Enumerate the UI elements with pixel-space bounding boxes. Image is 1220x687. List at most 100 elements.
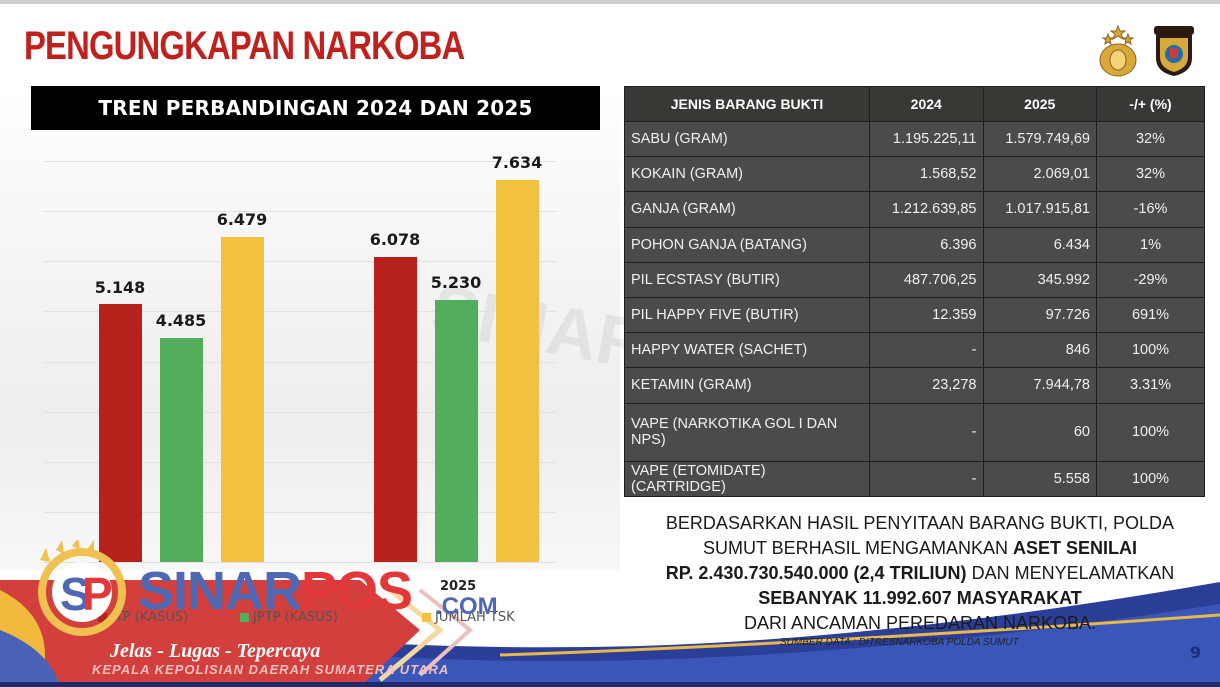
cell-2024: - [869, 460, 984, 497]
sinarpos-logo-icon: S P [38, 540, 126, 636]
bar-label-jtp-2025: 6.078 [369, 230, 421, 249]
legend-item-tsk: JUMLAH TSK [422, 610, 515, 625]
cell-change: 691% [1096, 296, 1205, 334]
cell-2025: 345.992 [982, 261, 1097, 298]
gridline [44, 161, 556, 162]
legend-swatch-red [98, 613, 107, 622]
cell-name: GANJA (GRAM) [624, 191, 870, 228]
cell-change: -16% [1096, 191, 1205, 228]
bar-jptp-2024 [160, 338, 203, 562]
cell-2024: - [869, 402, 984, 462]
table-row: KETAMIN (GRAM) 23,278 7.944,78 3.31% [624, 367, 1205, 404]
cell-2024: - [869, 332, 984, 369]
legend-label: JPTP (KASUS) [253, 610, 338, 625]
summary-line: BERDASARKAN HASIL PENYITAAN BARANG BUKTI… [665, 513, 1175, 533]
summary-text: BERDASARKAN HASIL PENYITAAN BARANG BUKTI… [620, 511, 1220, 636]
gridline [44, 261, 556, 262]
cell-change: 100% [1096, 460, 1205, 497]
gridline [44, 211, 556, 212]
cell-2025: 5.558 [982, 460, 1097, 497]
legend-label: JUMLAH TSK [435, 610, 515, 625]
legend-item-jtp: JTP (KASUS) [98, 610, 188, 625]
cell-2024: 23,278 [869, 367, 984, 404]
table-row: POHON GANJA (BATANG) 6.396 6.434 1% [624, 226, 1205, 263]
polda-sumut-shield-icon [1154, 26, 1194, 76]
data-source: SUMBER DATA : DITRESNARKOBA POLDA SUMUT [780, 637, 1019, 648]
cell-2024: 1.568,52 [869, 156, 984, 193]
bar-label-tsk-2024: 6.479 [216, 210, 268, 229]
column-header-2024: 2024 [869, 86, 984, 122]
summary-line: RP. 2.430.730.540.000 (2,4 TRILIUN) DAN … [665, 563, 1175, 583]
svg-text:S: S [60, 568, 91, 620]
cell-name: PIL HAPPY FIVE (BUTIR) [624, 296, 870, 334]
cell-2025: 7.944,78 [982, 367, 1097, 404]
cell-2025: 846 [982, 332, 1097, 369]
bar-chart: 5.148 4.485 6.479 6.078 5.230 7.634 [44, 150, 604, 570]
cell-2024: 12.359 [869, 296, 984, 334]
watermark-tagline: Jelas - Lugas - Tepercaya [110, 640, 321, 662]
legend-swatch-yellow [422, 613, 431, 622]
bar-label-jptp-2024: 4.485 [155, 311, 207, 330]
gridline [44, 362, 556, 363]
chart-title: TREN PERBANDINGAN 2024 DAN 2025 [31, 86, 600, 130]
bar-jptp-2025 [435, 300, 478, 562]
bar-label-jptp-2025: 5.230 [430, 273, 482, 292]
table-header-row: JENIS BARANG BUKTI 2024 2025 -/+ (%) [624, 86, 1205, 122]
legend-swatch-green [240, 613, 249, 622]
top-border [0, 0, 1220, 4]
cell-name: POHON GANJA (BATANG) [624, 226, 870, 263]
legend-label: JTP (KASUS) [111, 610, 189, 625]
bar-tsk-2025 [496, 180, 539, 562]
cell-name: KETAMIN (GRAM) [624, 367, 870, 404]
summary-line: DARI ANCAMAN PEREDARAN NARKOBA. [743, 613, 1097, 633]
bar-label-tsk-2025: 7.634 [491, 153, 543, 172]
polri-emblem-icon [1099, 24, 1194, 77]
cell-change: 32% [1096, 120, 1205, 158]
column-header-2025: 2025 [982, 86, 1097, 122]
cell-name: KOKAIN (GRAM) [624, 156, 870, 193]
cell-name: PIL ECSTASY (BUTIR) [624, 261, 870, 298]
bar-tsk-2024 [221, 237, 264, 562]
cell-name: VAPE (NARKOTIKA GOL I DAN NPS) [624, 402, 870, 462]
cell-2025: 6.434 [982, 226, 1097, 263]
category-label-2025: 2025 [440, 579, 477, 594]
cell-change: 100% [1096, 332, 1205, 369]
column-header-change: -/+ (%) [1096, 86, 1205, 122]
svg-text:P: P [82, 568, 113, 620]
table-row: GANJA (GRAM) 1.212.639,85 1.017.915,81 -16% [624, 191, 1205, 228]
cell-2025: 97.726 [982, 296, 1097, 334]
footer-subtitle: KEPALA KEPOLISIAN DAERAH SUMATERA UTARA [92, 662, 450, 677]
table-row: HAPPY WATER (SACHET) -846 100% [624, 332, 1205, 369]
legend-item-jptp: JPTP (KASUS) [240, 610, 338, 625]
table-row: SABU (GRAM) 1.195.225,11 1.579.749,69 32% [624, 120, 1205, 158]
header-logos [1096, 22, 1200, 78]
bar-jtp-2025 [374, 257, 417, 562]
page-number: 9 [1190, 643, 1202, 662]
table-row: PIL ECSTASY (BUTIR) 487.706,25 345.992 -29% [624, 261, 1205, 298]
evidence-table: JENIS BARANG BUKTI 2024 2025 -/+ (%) SAB… [624, 86, 1205, 497]
gridline [44, 512, 556, 513]
gridline [44, 462, 556, 463]
cell-2024: 1.195.225,11 [869, 120, 984, 158]
cell-2025: 1.579.749,69 [982, 120, 1097, 158]
sinarpos-watermark-suffix: .COM [435, 593, 498, 620]
gridline [44, 311, 556, 312]
cell-name: HAPPY WATER (SACHET) [624, 332, 870, 369]
cell-2024: 1.212.639,85 [869, 191, 984, 228]
table-row: VAPE (NARKOTIKA GOL I DAN NPS) -60 100% [624, 402, 1205, 462]
cell-2025: 60 [982, 402, 1097, 462]
bar-label-jtp-2024: 5.148 [94, 278, 146, 297]
cell-change: 32% [1096, 156, 1205, 193]
cell-change: 100% [1096, 402, 1205, 462]
cell-2024: 487.706,25 [869, 261, 984, 298]
table-row: VAPE (ETOMIDATE) (CARTRIDGE) -5.558 100% [624, 460, 1205, 497]
table-row: PIL HAPPY FIVE (BUTIR) 12.359 97.726 691% [624, 296, 1205, 334]
summary-line: SEBANYAK 11.992.607 MASYARAKAT [758, 588, 1082, 608]
gridline-baseline [44, 562, 556, 563]
page-title: PENGUNGKAPAN NARKOBA [24, 24, 465, 68]
cell-2025: 1.017.915,81 [982, 191, 1097, 228]
gridline [44, 412, 556, 413]
bar-jtp-2024 [99, 304, 142, 562]
cell-change: 3.31% [1096, 367, 1205, 404]
cell-2024: 6.396 [869, 226, 984, 263]
